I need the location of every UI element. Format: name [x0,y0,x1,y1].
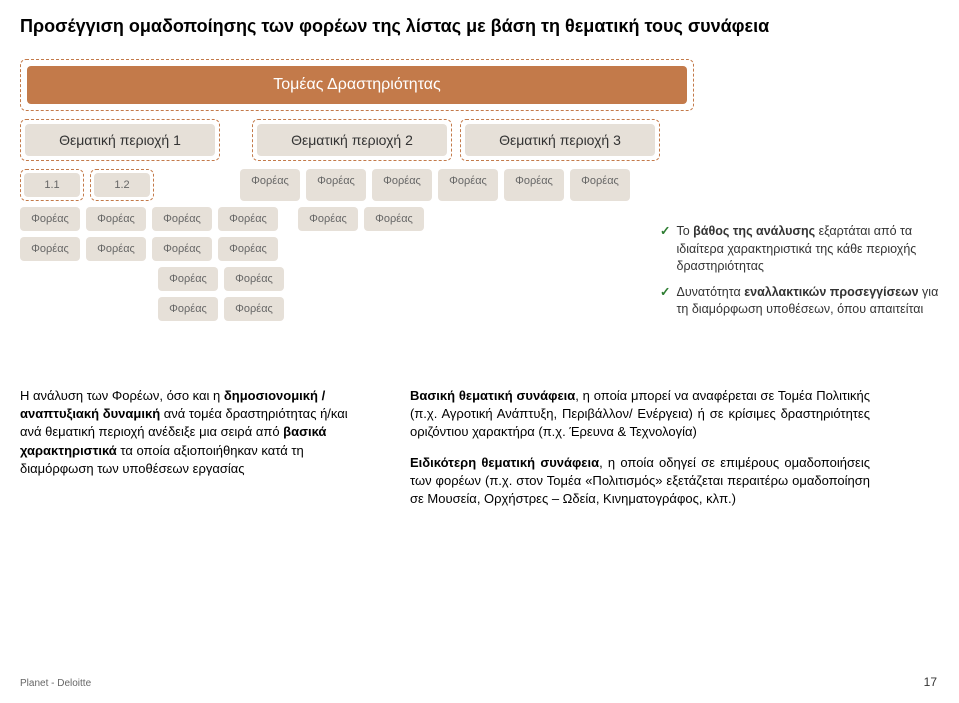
theme-pill: Θεματική περιοχή 1 [25,124,215,156]
note-bold: βάθος της ανάλυσης [693,224,815,238]
cell-pill: Φορέας [298,207,358,231]
note-1: ✓ Το βάθος της ανάλυσης εξαρτάται από τα… [660,223,939,276]
note-2: ✓ Δυνατότητα εναλλακτικών προσεγγίσεων γ… [660,284,939,319]
cell-pill: Φορέας [152,207,212,231]
sub-pill: 1.2 [94,173,150,197]
text: Η ανάλυση των Φορέων, όσο και η [20,388,224,403]
cell-pill: Φορέας [20,207,80,231]
cell-pill: Φορέας [20,237,80,261]
grid-block: 1.1 1.2 Φορέας Φορέας Φορέας Φορέας Φορέ… [20,169,630,327]
cell-pill: Φορέας [224,267,284,291]
cell-pill: Φορέας [364,207,424,231]
theme-box-2: Θεματική περιοχή 2 [252,119,452,161]
cell-pill: Φορέας [306,169,366,201]
cell-pill: Φορέας [504,169,564,201]
theme-box-3: Θεματική περιοχή 3 [460,119,660,161]
sub-pill: 1.1 [24,173,80,197]
theme-pill: Θεματική περιοχή 3 [465,124,655,156]
bottom-right-text: Βασική θεματική συνάφεια, η οποία μπορεί… [410,387,870,520]
cell-pill: Φορέας [218,207,278,231]
bottom-left-text: Η ανάλυση των Φορέων, όσο και η δημοσιον… [20,387,350,520]
note-bold: εναλλακτικών προσεγγίσεων [744,285,918,299]
cell-pill: Φορέας [218,237,278,261]
cell-pill: Φορέας [372,169,432,201]
diagram-area: Τομέας Δραστηριότητας Θεματική περιοχή 1… [20,59,939,327]
footer-text: Planet - Deloitte [20,678,91,689]
cell-pill: Φορέας [158,297,218,321]
analysis-notes: ✓ Το βάθος της ανάλυσης εξαρτάται από τα… [660,223,939,327]
cell-pill: Φορέας [438,169,498,201]
check-icon: ✓ [660,223,670,241]
sub-cell-2: 1.2 [90,169,154,201]
page-title: Προσέγγιση ομαδοποίησης των φορέων της λ… [20,16,939,37]
cell-pill: Φορέας [158,267,218,291]
domain-box: Τομέας Δραστηριότητας [20,59,694,111]
themes-row: Θεματική περιοχή 1 Θεματική περιοχή 2 Θε… [20,119,939,161]
theme-pill: Θεματική περιοχή 2 [257,124,447,156]
bottom-section: Η ανάλυση των Φορέων, όσο και η δημοσιον… [20,387,939,520]
cell-pill: Φορέας [86,237,146,261]
sub-cell-1: 1.1 [20,169,84,201]
cell-pill: Φορέας [570,169,630,201]
check-icon: ✓ [660,284,670,302]
text-bold: Βασική θεματική συνάφεια [410,388,575,403]
page-number: 17 [924,675,937,689]
cell-pill: Φορέας [240,169,300,201]
note-text: Δυνατότητα [676,285,744,299]
theme-box-1: Θεματική περιοχή 1 [20,119,220,161]
note-text: Το [676,224,693,238]
cell-pill: Φορέας [224,297,284,321]
domain-pill: Τομέας Δραστηριότητας [27,66,687,104]
cell-pill: Φορέας [152,237,212,261]
text-bold: Ειδικότερη θεματική συνάφεια [410,455,599,470]
cell-pill: Φορέας [86,207,146,231]
